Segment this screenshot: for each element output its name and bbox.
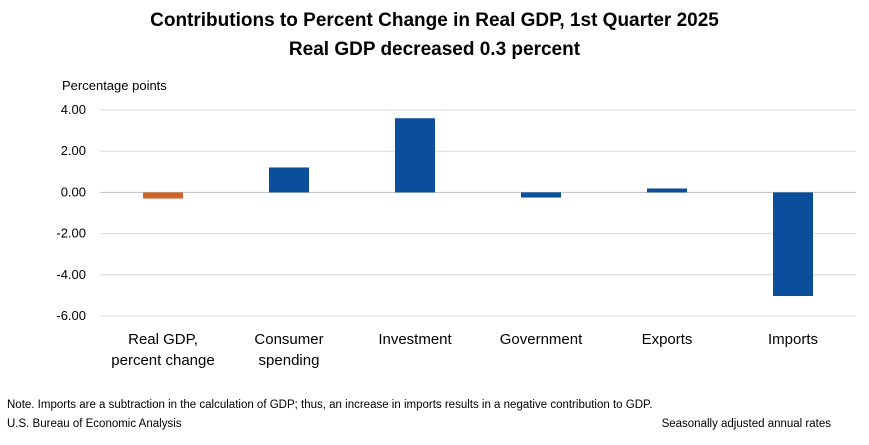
- x-tick-label: Imports: [768, 331, 818, 348]
- x-tick-labels: Real GDP, percent change Consumer spending I…: [111, 331, 818, 369]
- bar: [647, 188, 687, 193]
- bars: [143, 118, 813, 297]
- gridlines: [100, 109, 856, 317]
- y-axis-label: Percentage points: [62, 78, 167, 93]
- y-tick-label: -2.00: [56, 226, 86, 241]
- bar-chart: Percentage points 4.00 2.00 0.00 -2.00 -4.00…: [56, 78, 856, 369]
- source-label: U.S. Bureau of Economic Analysis: [7, 418, 182, 430]
- bar: [395, 118, 435, 193]
- chart-title: Contributions to Percent Change in Real …: [150, 10, 719, 31]
- footnote: Note. Imports are a subtraction in the c…: [7, 399, 653, 411]
- chart-subtitle: Real GDP decreased 0.3 percent: [288, 39, 581, 60]
- bar: [269, 167, 309, 193]
- bar: [143, 192, 183, 199]
- y-tick-label: 4.00: [61, 102, 86, 117]
- y-tick-label: -6.00: [56, 308, 86, 323]
- y-tick-label: -4.00: [56, 267, 86, 282]
- seasonal-adjustment-label: Seasonally adjusted annual rates: [661, 418, 831, 430]
- y-tick-labels: 4.00 2.00 0.00 -2.00 -4.00 -6.00: [56, 102, 86, 323]
- y-tick-label: 0.00: [61, 184, 86, 199]
- y-tick-label: 2.00: [61, 143, 86, 158]
- x-tick-label: Investment: [378, 331, 452, 348]
- bar: [521, 192, 561, 198]
- x-tick-label: Exports: [642, 331, 693, 348]
- x-tick-label: Government: [500, 331, 583, 348]
- x-tick-label: Real GDP, percent change: [111, 331, 214, 369]
- x-tick-label: Consumer spending: [254, 331, 323, 369]
- bar: [773, 192, 813, 297]
